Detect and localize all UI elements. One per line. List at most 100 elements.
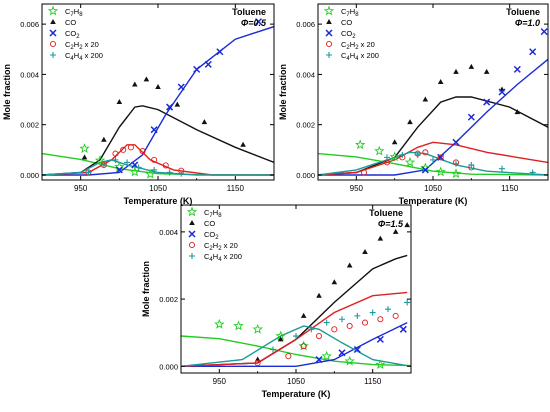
model-curves	[181, 254, 411, 367]
data-point	[85, 169, 92, 176]
data-point	[331, 279, 338, 285]
data-point	[233, 320, 244, 331]
data-point	[100, 161, 107, 168]
legend-label: CO2	[204, 230, 219, 241]
data-point	[385, 306, 391, 313]
y-axis-title: Mole fraction	[2, 64, 12, 120]
data-point	[377, 235, 384, 241]
legend-label: C4H4 x 200	[65, 51, 103, 62]
y-tick-label: 0.004	[20, 70, 39, 79]
data-point	[339, 316, 345, 323]
data-point	[151, 156, 158, 163]
y-tick-label: 0.006	[296, 20, 315, 29]
model-curve-2	[181, 254, 408, 367]
data-point	[120, 146, 127, 153]
chart-subtitle: Φ=1.0	[515, 18, 540, 28]
data-point	[321, 350, 332, 361]
x-tick-label: 1050	[424, 184, 442, 193]
x-tick-label: 1150	[227, 184, 245, 193]
data-point	[115, 166, 123, 174]
series-4-points	[254, 312, 399, 366]
data-point	[374, 145, 385, 156]
chart-panel-2: 950 1050 1150 0.000 0.002 0.004 0.006 Temperatu…	[278, 3, 549, 206]
legend-label: CO	[341, 18, 352, 27]
data-point	[468, 63, 475, 69]
data-point	[362, 249, 368, 255]
data-point	[499, 165, 505, 172]
data-point	[252, 323, 263, 334]
data-point	[384, 154, 390, 161]
legend-marker	[326, 52, 332, 58]
data-point	[353, 345, 361, 354]
data-point	[316, 292, 322, 298]
data-point	[216, 48, 224, 56]
data-point	[293, 333, 299, 340]
legend-marker	[186, 206, 198, 217]
model-curve-2	[42, 105, 274, 176]
chart-title: Toluene	[506, 7, 540, 17]
series-5-points	[384, 151, 536, 176]
data-point	[338, 349, 346, 357]
data-point	[422, 149, 429, 156]
x-tick-label: 950	[213, 377, 227, 386]
data-point	[240, 141, 246, 147]
model-curve-4	[318, 141, 548, 176]
y-axis-title: Mole fraction	[278, 64, 288, 120]
data-point	[483, 68, 490, 74]
legend-marker	[47, 5, 59, 16]
legend-marker	[189, 220, 195, 225]
data-point	[204, 60, 212, 68]
x-tick-label: 950	[350, 184, 364, 193]
series-5-points	[270, 299, 411, 353]
data-point	[132, 81, 138, 87]
legend-marker	[49, 40, 57, 48]
y-tick-label: 0.004	[159, 228, 178, 237]
data-point	[450, 168, 462, 179]
data-point	[376, 335, 384, 343]
model-curve-5	[181, 325, 411, 367]
data-point	[300, 312, 307, 318]
legend-marker	[323, 5, 335, 16]
data-point	[285, 353, 292, 360]
legend-label: C2H2 x 20	[341, 40, 375, 51]
plot-frame	[41, 3, 275, 181]
model-curve-4	[42, 144, 274, 176]
data-point	[166, 169, 173, 176]
data-point	[437, 78, 444, 84]
data-point	[377, 316, 384, 323]
data-point	[151, 166, 158, 173]
data-point	[514, 109, 521, 115]
chart-panel-3: 950 1050 1150 0.000 0.002 0.004 Temperature (K…	[141, 204, 412, 399]
data-point	[346, 322, 353, 330]
data-point	[116, 99, 123, 105]
x-tick-label: 1150	[501, 184, 519, 193]
x-tick-label: 1050	[287, 377, 305, 386]
chart-panel-1: 950 1050 1150 0.000 0.002 0.004 0.006 Temperatu…	[2, 3, 275, 206]
y-tick-label: 0.000	[20, 171, 39, 180]
x-tick-label: 950	[74, 184, 88, 193]
data-point	[399, 151, 406, 158]
legend-label: C7H8	[65, 7, 83, 18]
data-point	[81, 154, 88, 160]
legend-marker	[325, 40, 333, 48]
data-point	[529, 169, 536, 176]
data-point	[112, 150, 119, 157]
data-point	[145, 168, 156, 179]
data-point	[361, 319, 369, 326]
series-1-points	[79, 143, 156, 179]
data-point	[127, 144, 134, 151]
data-point	[513, 65, 521, 73]
legend-marker	[326, 19, 332, 24]
data-point	[498, 88, 506, 96]
data-point	[177, 83, 185, 91]
x-axis-title: Temperature (K)	[262, 389, 331, 399]
model-curve-5	[42, 159, 274, 176]
data-point	[354, 312, 361, 319]
data-point	[178, 170, 185, 177]
data-point	[193, 65, 201, 73]
legend-label: CO2	[65, 29, 80, 40]
data-point	[214, 318, 225, 329]
